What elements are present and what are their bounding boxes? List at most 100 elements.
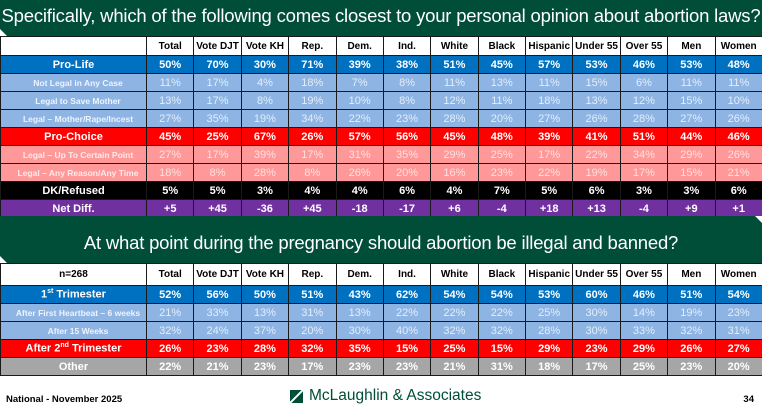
cell-hispanic: 27% [524, 109, 574, 128]
column-header-total: Total [145, 263, 195, 286]
cell-white: 12% [430, 91, 479, 110]
cell-over-55: 17% [619, 163, 669, 182]
question-1-title: Specifically, which of the following com… [1, 5, 761, 26]
cell-total: 32% [145, 321, 195, 340]
column-header-under-55: Under 55 [572, 36, 621, 56]
question-2-table: n=268 Total Vote DJT Vote KH Rep. Dem. Ind. Wh… [0, 263, 762, 376]
cell-vote-djt: 56% [193, 285, 242, 304]
cell-rep: 8% [288, 163, 337, 182]
cell-under-55: 30% [572, 303, 621, 322]
column-header-women: Women [714, 263, 762, 286]
cell-white: 21% [430, 357, 479, 376]
cell-men: 53% [667, 55, 716, 74]
row-label-text: Trimester [53, 288, 106, 301]
cell-under-55: 53% [572, 55, 621, 74]
corner-marker [0, 256, 7, 263]
cell-black: 11% [477, 91, 527, 110]
cell-vote-kh: -36 [240, 199, 290, 218]
cell-hispanic: 18% [524, 357, 574, 376]
cell-over-55: 14% [619, 303, 669, 322]
cell-vote-kh: 3% [240, 181, 290, 200]
table-row: Legal – Any Reason/Any Time 18% 8% 28% 8% 26%… [0, 163, 762, 182]
cell-under-55: 17% [572, 357, 621, 376]
cell-white: 11% [430, 73, 479, 92]
cell-women: 46% [714, 127, 762, 146]
row-label: DK/Refused [0, 181, 147, 200]
cell-black: 13% [477, 73, 527, 92]
question-1-table: Total Vote DJT Vote KH Rep. Dem. Ind. White Bla… [0, 36, 762, 218]
cell-women: 21% [714, 163, 762, 182]
cell-white: 29% [430, 145, 479, 164]
cell-rep: +45 [288, 199, 337, 218]
cell-total: 21% [145, 303, 195, 322]
cell-black: -4 [477, 199, 527, 218]
cell-men: 19% [667, 303, 716, 322]
cell-men: 15% [667, 91, 716, 110]
cell-men: 44% [667, 127, 716, 146]
table-row: Legal to Save Mother 13% 17% 8% 19% 10% 8% 12% 1… [0, 91, 762, 110]
column-header-black: Black [477, 263, 527, 286]
cell-black: 22% [477, 303, 527, 322]
row-label: After 2nd Trimester [0, 339, 147, 358]
cell-vote-kh: 39% [240, 145, 290, 164]
column-header-vote-djt: Vote DJT [193, 263, 242, 286]
cell-vote-djt: 21% [193, 357, 242, 376]
cell-women: 20% [714, 357, 762, 376]
cell-over-55: 6% [619, 73, 669, 92]
cell-vote-djt: 33% [193, 303, 242, 322]
cell-hispanic: 22% [524, 163, 574, 182]
cell-dem: 43% [335, 285, 384, 304]
question-2-title: At what point during the pregnancy shoul… [83, 231, 679, 253]
row-label: After First Heartbeat – 6 weeks [0, 303, 147, 322]
cell-black: 32% [477, 321, 527, 340]
cell-vote-djt: 70% [193, 55, 242, 74]
cell-vote-djt: 5% [193, 181, 242, 200]
cell-dem: 23% [335, 357, 384, 376]
cell-under-55: 6% [572, 181, 621, 200]
column-header-vote-kh: Vote KH [240, 263, 290, 286]
cell-total: 52% [145, 285, 195, 304]
cell-ind: 62% [382, 285, 432, 304]
cell-over-55: 46% [619, 55, 669, 74]
cell-men: 26% [667, 339, 716, 358]
cell-women: 11% [714, 73, 762, 92]
cell-dem: 7% [335, 73, 384, 92]
cell-women: 31% [714, 321, 762, 340]
column-header-men: Men [667, 263, 716, 286]
cell-total: 26% [145, 339, 195, 358]
cell-vote-djt: 23% [193, 339, 242, 358]
cell-ind: -17 [382, 199, 432, 218]
cell-women: 54% [714, 285, 762, 304]
column-header-row: n=268 Total Vote DJT Vote KH Rep. Dem. Ind. Wh… [0, 263, 762, 286]
cell-under-55: 19% [572, 163, 621, 182]
cell-black: 7% [477, 181, 527, 200]
cell-ind: 23% [382, 357, 432, 376]
cell-total: 22% [145, 357, 195, 376]
table-row: Not Legal in Any Case 11% 17% 4% 18% 7% 8% 11% 1… [0, 73, 762, 92]
cell-hispanic: 57% [524, 55, 574, 74]
cell-men: 11% [667, 73, 716, 92]
ordinal-suffix: nd [60, 342, 69, 350]
cell-hispanic: 53% [524, 285, 574, 304]
cell-under-55: 26% [572, 109, 621, 128]
cell-hispanic: 17% [524, 145, 574, 164]
table-row: Pro-Life 50% 70% 30% 71% 39% 38% 51% 45% 57% 53% 46… [0, 55, 762, 74]
cell-ind: 40% [382, 321, 432, 340]
cell-white: 28% [430, 109, 479, 128]
cell-hispanic: 18% [524, 91, 574, 110]
cell-rep: 26% [288, 127, 337, 146]
cell-over-55: 51% [619, 127, 669, 146]
column-header-ind: Ind. [382, 36, 432, 56]
column-header-over-55: Over 55 [619, 263, 669, 286]
question-2-banner: At what point during the pregnancy shoul… [0, 216, 762, 263]
cell-vote-kh: 4% [240, 73, 290, 92]
column-header-under-55: Under 55 [572, 263, 621, 286]
cell-hispanic: 5% [524, 181, 574, 200]
column-header-rep: Rep. [288, 263, 337, 286]
cell-vote-kh: 30% [240, 55, 290, 74]
row-label: Other [0, 357, 147, 376]
row-label-text: 1 [41, 288, 48, 301]
row-label: Legal – Up To Certain Point [0, 145, 147, 164]
row-label-text: Legal – Any Reason/Any Time [17, 167, 139, 178]
cell-under-55: 60% [572, 285, 621, 304]
